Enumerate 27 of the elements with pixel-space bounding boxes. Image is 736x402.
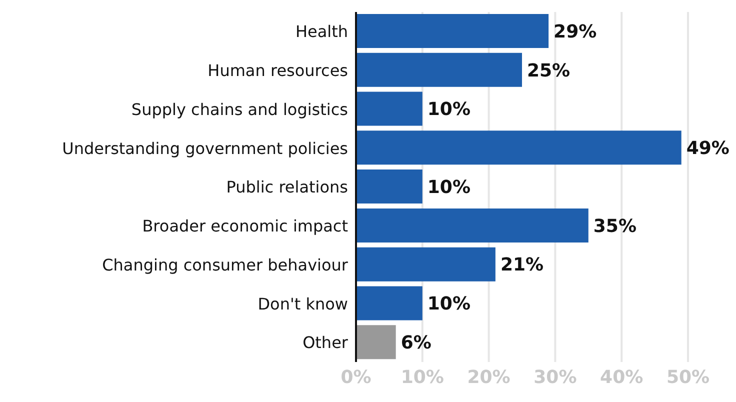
y-tick-label: Health <box>295 22 348 42</box>
data-label: 49% <box>686 138 730 160</box>
data-label: 10% <box>427 176 470 198</box>
bar <box>356 130 682 165</box>
y-tick-label: Public relations <box>226 178 348 197</box>
y-tick-label: Broader economic impact <box>142 216 348 236</box>
bar <box>356 52 522 87</box>
y-tick-label: Changing consumer behaviour <box>102 255 348 274</box>
data-label: 35% <box>593 216 636 237</box>
data-label: 29% <box>554 21 597 42</box>
bar <box>356 170 422 204</box>
y-tick-label: Human resources <box>208 61 348 80</box>
data-label: 6% <box>400 332 432 354</box>
data-label: 25% <box>527 60 570 82</box>
y-tick-label: Other <box>302 333 348 352</box>
data-label: 10% <box>427 99 470 120</box>
bar <box>356 247 496 282</box>
y-tick-label: Don't know <box>258 294 348 314</box>
bar <box>356 325 396 360</box>
bar <box>356 286 422 320</box>
y-tick-label: Understanding government policies <box>62 138 348 158</box>
bar <box>356 208 588 242</box>
bar <box>356 14 549 48</box>
data-label: 10% <box>427 294 470 315</box>
bar <box>356 92 422 126</box>
y-tick-label: Supply chains and logistics <box>131 100 348 119</box>
data-label: 21% <box>500 254 544 276</box>
